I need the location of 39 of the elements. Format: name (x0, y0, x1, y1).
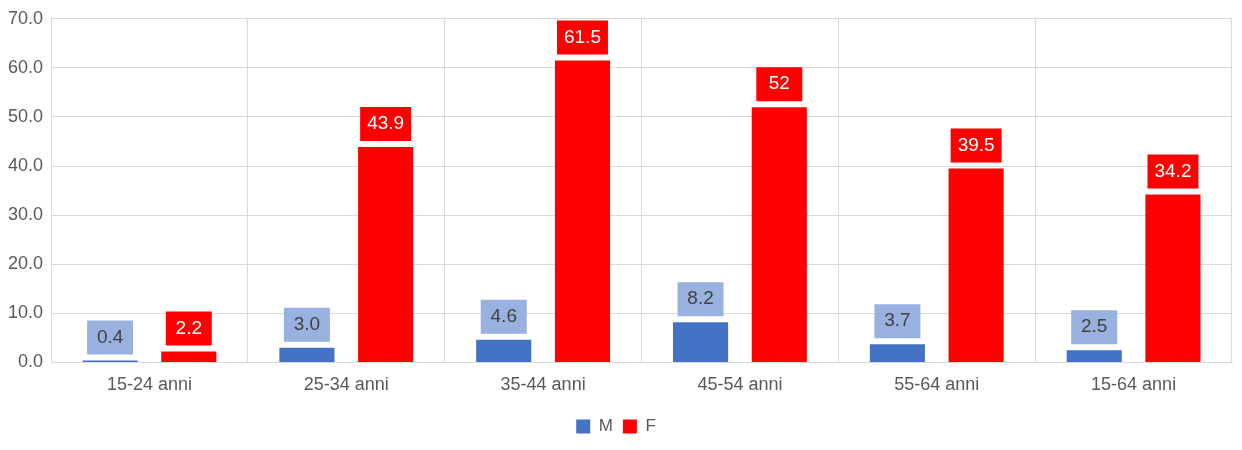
data-label: 3.0 (293, 312, 321, 334)
data-label: 43.9 (367, 112, 405, 134)
y-tick-label: 60.0 (7, 56, 44, 77)
y-tick-label: 10.0 (7, 302, 44, 323)
bar (751, 107, 807, 362)
data-label: 61.5 (563, 25, 601, 47)
bar (948, 168, 1004, 362)
data-label: 3.7 (884, 309, 911, 331)
x-tick-label: 55-64 anni (894, 374, 980, 395)
bar (1066, 350, 1122, 362)
x-tick-label: 25-34 anni (303, 374, 389, 395)
legend-label: F (645, 416, 656, 436)
data-label: 4.6 (490, 305, 517, 327)
data-label: 8.2 (687, 287, 714, 309)
legend-label: M (598, 416, 613, 436)
y-tick-label: 30.0 (7, 204, 44, 225)
y-tick-label: 0.0 (18, 351, 44, 372)
y-tick-label: 20.0 (7, 253, 44, 274)
y-tick-label: 70.0 (7, 7, 44, 28)
data-label: 0.4 (96, 325, 124, 347)
y-tick-label: 40.0 (7, 155, 44, 176)
bar (476, 339, 532, 362)
data-label: 39.5 (957, 133, 995, 155)
x-tick-label: 15-64 anni (1091, 374, 1177, 395)
x-tick-label: 45-54 anni (697, 374, 783, 395)
bar (673, 322, 729, 362)
data-label: 2.5 (1081, 315, 1108, 337)
data-label: 52 (768, 72, 790, 94)
data-label: 34.2 (1154, 159, 1192, 181)
x-tick-label: 15-24 anni (106, 374, 192, 395)
bar (161, 351, 217, 362)
bar (279, 347, 335, 362)
x-tick-label: 35-44 anni (500, 374, 586, 395)
bar (554, 60, 611, 362)
bar (869, 344, 925, 362)
data-label: 2.2 (175, 316, 203, 338)
bar (1145, 194, 1201, 362)
bar (358, 146, 414, 362)
y-tick-label: 50.0 (7, 105, 44, 126)
